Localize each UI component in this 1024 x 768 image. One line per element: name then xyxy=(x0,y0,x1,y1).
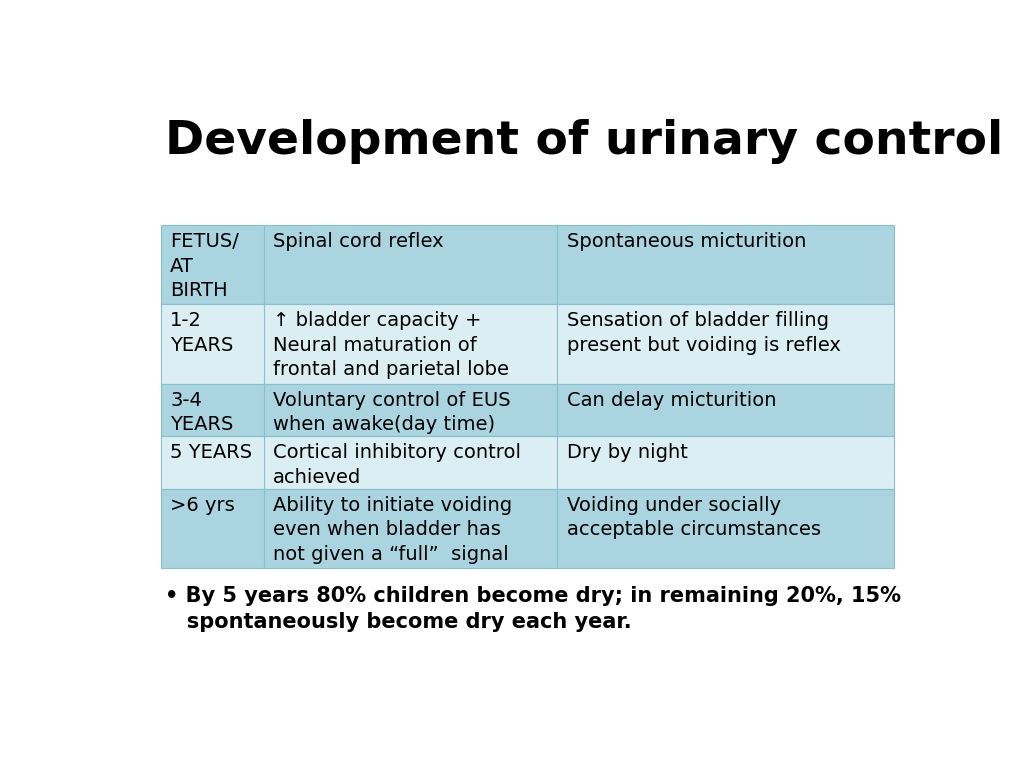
Text: ↑ bladder capacity +
Neural maturation of
frontal and parietal lobe: ↑ bladder capacity + Neural maturation o… xyxy=(273,312,509,379)
Text: Voluntary control of EUS
when awake(day time): Voluntary control of EUS when awake(day … xyxy=(273,391,511,434)
Text: FETUS/
AT
BIRTH: FETUS/ AT BIRTH xyxy=(170,232,239,300)
Text: Sensation of bladder filling
present but voiding is reflex: Sensation of bladder filling present but… xyxy=(567,312,841,355)
Text: 3-4
YEARS: 3-4 YEARS xyxy=(170,391,233,434)
Text: Voiding under socially
acceptable circumstances: Voiding under socially acceptable circum… xyxy=(567,496,821,539)
Text: Dry by night: Dry by night xyxy=(567,443,688,462)
Text: Can delay micturition: Can delay micturition xyxy=(567,391,776,409)
Text: Spontaneous micturition: Spontaneous micturition xyxy=(567,232,806,251)
Text: Cortical inhibitory control
achieved: Cortical inhibitory control achieved xyxy=(273,443,521,487)
Text: >6 yrs: >6 yrs xyxy=(170,496,234,515)
Text: 1-2
YEARS: 1-2 YEARS xyxy=(170,312,233,355)
Text: • By 5 years 80% children become dry; in remaining 20%, 15%
   spontaneously bec: • By 5 years 80% children become dry; in… xyxy=(165,586,901,632)
Text: Spinal cord reflex: Spinal cord reflex xyxy=(273,232,443,251)
Bar xyxy=(162,383,894,436)
Text: 5 YEARS: 5 YEARS xyxy=(170,443,252,462)
Text: Ability to initiate voiding
even when bladder has
not given a “full”  signal: Ability to initiate voiding even when bl… xyxy=(273,496,512,564)
Text: Development of urinary control: Development of urinary control xyxy=(165,119,1004,164)
Bar xyxy=(162,436,894,489)
